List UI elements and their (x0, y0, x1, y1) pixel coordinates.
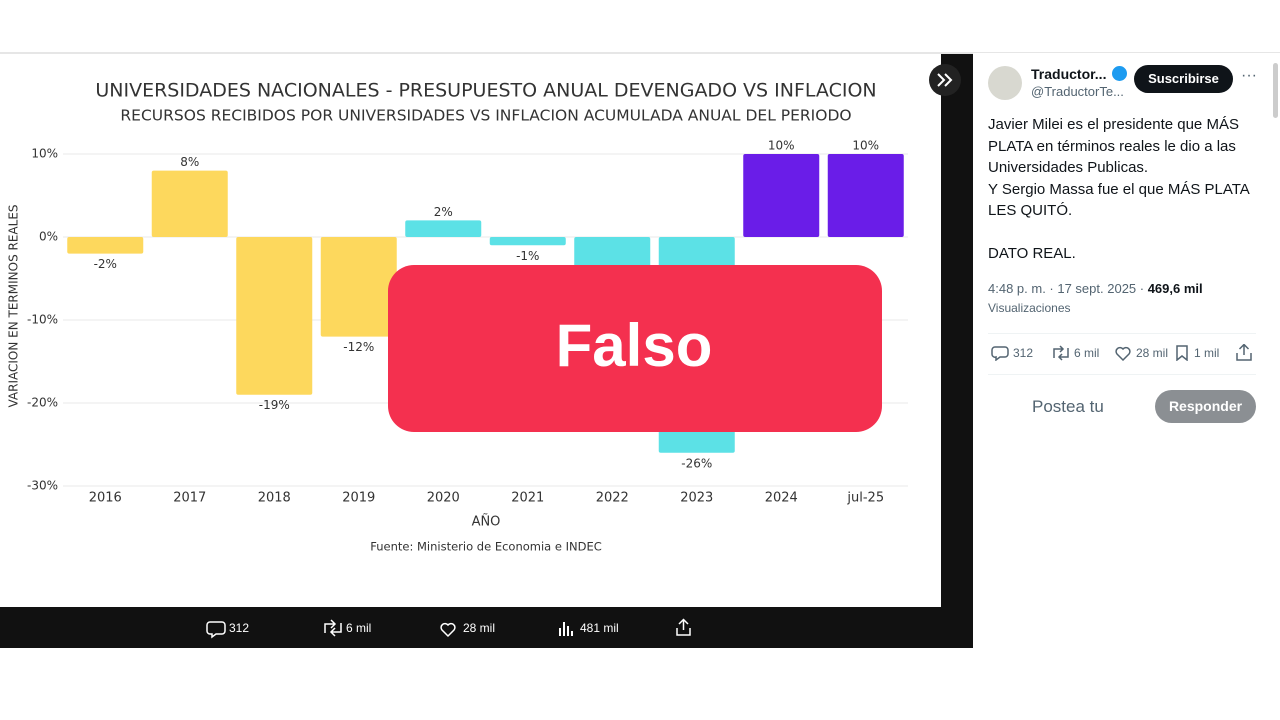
share-icon[interactable] (1235, 344, 1253, 362)
value-label: -26% (681, 456, 712, 470)
value-label: -19% (259, 398, 290, 412)
reply-input[interactable]: Postea tu (1032, 397, 1104, 416)
x-tick-label: 2022 (596, 491, 629, 506)
y-tick-label: -30% (27, 479, 58, 493)
falso-label: Falso (556, 312, 713, 379)
repost-icon[interactable] (324, 619, 342, 637)
tweet-line: PLATA en términos reales le dio a las (988, 137, 1236, 155)
chart-title: UNIVERSIDADES NACIONALES - PRESUPUESTO A… (95, 80, 876, 102)
x-tick-label: jul-25 (846, 491, 884, 506)
value-label: -1% (516, 249, 539, 263)
stats-row (988, 333, 1256, 375)
tweet-views: 469,6 mil (1147, 281, 1203, 296)
views-label: Visualizaciones (988, 301, 1071, 315)
tweet-line: LES QUITÓ. (988, 202, 1073, 219)
tweet-time: 4:48 p. m. · 17 sept. 2025 · (988, 281, 1148, 296)
tweet-body: Javier Milei es el presidente que MÁS PLA… (988, 114, 1250, 265)
bar (151, 170, 228, 237)
like-icon[interactable] (440, 622, 456, 638)
reply-icon[interactable] (206, 621, 226, 639)
reply-button[interactable]: Responder (1155, 390, 1256, 423)
repost-stat[interactable]: 6 mil (1052, 345, 1099, 361)
avatar[interactable] (988, 66, 1022, 100)
bar (405, 220, 482, 237)
y-tick-label: 10% (31, 147, 58, 161)
reply-stat[interactable]: 312 (991, 345, 1033, 361)
value-label: 10% (852, 139, 879, 153)
subscribe-button[interactable]: Suscribirse (1134, 65, 1233, 93)
tweet-line: Universidades Publicas. (988, 159, 1149, 176)
falso-overlay (388, 265, 882, 432)
reply-count: 312 (1013, 346, 1034, 360)
bar (320, 237, 397, 337)
like-icon (1115, 346, 1131, 361)
verified-badge (1112, 66, 1127, 81)
value-label: -2% (94, 257, 117, 271)
like-stat[interactable]: 28 mil (1114, 345, 1168, 361)
media-likes: 28 mil (463, 621, 495, 635)
x-tick-label: 2024 (765, 491, 798, 506)
y-tick-label: 0% (39, 230, 58, 244)
tweet-panel: Traductor... @TraductorTe... Suscribirse… (973, 53, 1280, 648)
x-tick-label: 2016 (89, 491, 122, 506)
views-icon[interactable] (559, 622, 573, 636)
media-replies: 312 (229, 621, 249, 635)
author-name[interactable]: Traductor... (1031, 66, 1107, 82)
share-icon[interactable] (676, 618, 691, 636)
tweet-line (988, 222, 1250, 244)
x-tick-label: 2020 (427, 491, 460, 506)
bar (489, 237, 566, 246)
value-label: 8% (180, 155, 199, 169)
more-menu[interactable]: ··· (1241, 67, 1257, 84)
value-label: 10% (768, 139, 795, 153)
source: Fuente: Ministerio de Economia e INDEC (370, 540, 602, 554)
value-label: -12% (343, 340, 374, 354)
expand-icon (937, 73, 953, 87)
repost-icon (1053, 345, 1069, 361)
tweet-meta: 4:48 p. m. · 17 sept. 2025 · 469,6 mil (988, 281, 1203, 296)
x-tick-label: 2017 (173, 491, 206, 506)
bookmark-icon (1176, 345, 1188, 361)
like-count: 28 mil (1136, 346, 1169, 360)
chart-subtitle: RECURSOS RECIBIDOS POR UNIVERSIDADES VS … (120, 107, 851, 125)
media-views: 481 mil (580, 621, 619, 635)
y-axis-label: VARIACION EN TERMINOS REALES (7, 204, 21, 407)
tweet-line: DATO REAL. (988, 245, 1076, 262)
y-tick-label: -20% (27, 396, 58, 410)
x-tick-label: 2023 (680, 491, 713, 506)
media-bar (0, 607, 973, 648)
value-label: 2% (434, 205, 453, 219)
tweet-line: Javier Milei es el presidente que MÁS (988, 116, 1239, 133)
x-tick-label: 2019 (342, 491, 375, 506)
author-handle[interactable]: @TraductorTe... (1031, 84, 1124, 99)
y-tick-label: -10% (27, 313, 58, 327)
repost-count: 6 mil (1074, 346, 1100, 360)
x-tick-label: 2018 (258, 491, 291, 506)
bar (236, 237, 313, 395)
x-tick-label: 2021 (511, 491, 544, 506)
tweet-line: Y Sergio Massa fue el que MÁS PLATA (988, 180, 1250, 198)
side-strip (941, 54, 973, 648)
scrollbar (1273, 63, 1278, 118)
reply-icon (991, 346, 1009, 361)
media-reposts: 6 mil (346, 621, 371, 635)
x-axis-label: AÑO (472, 514, 501, 530)
bar (743, 154, 820, 237)
bar (827, 154, 904, 237)
bar (67, 237, 144, 254)
bookmark-stat[interactable]: 1 mil (1174, 345, 1219, 361)
bookmark-count: 1 mil (1194, 346, 1220, 360)
